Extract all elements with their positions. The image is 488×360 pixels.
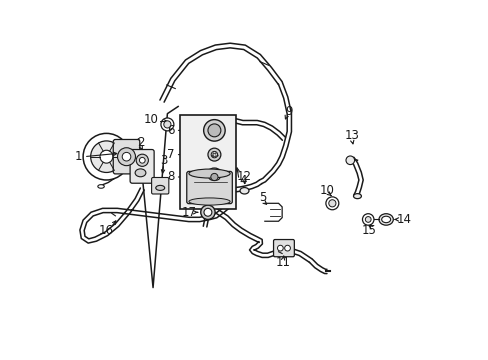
Ellipse shape — [98, 185, 104, 188]
Ellipse shape — [155, 185, 164, 190]
Ellipse shape — [381, 216, 390, 223]
Ellipse shape — [188, 169, 230, 178]
Text: 13: 13 — [344, 129, 359, 142]
FancyBboxPatch shape — [151, 177, 168, 194]
Text: 10: 10 — [143, 113, 159, 126]
Ellipse shape — [353, 194, 361, 199]
Ellipse shape — [240, 188, 248, 194]
Circle shape — [90, 141, 122, 172]
FancyBboxPatch shape — [130, 149, 154, 183]
Circle shape — [284, 245, 290, 251]
Text: 9: 9 — [285, 105, 292, 118]
Text: 3: 3 — [160, 154, 167, 167]
Circle shape — [277, 245, 283, 251]
Circle shape — [139, 157, 145, 163]
FancyBboxPatch shape — [180, 116, 235, 209]
Text: 15: 15 — [361, 224, 376, 237]
Text: 14: 14 — [396, 213, 411, 226]
Text: 16: 16 — [99, 224, 114, 237]
Ellipse shape — [378, 214, 392, 225]
FancyBboxPatch shape — [273, 239, 294, 257]
Circle shape — [136, 154, 148, 166]
Text: 7: 7 — [167, 148, 174, 161]
Circle shape — [100, 150, 113, 163]
Circle shape — [346, 156, 354, 165]
Text: 4: 4 — [239, 174, 246, 186]
Circle shape — [365, 217, 370, 222]
Circle shape — [211, 152, 217, 158]
Text: 6: 6 — [167, 124, 174, 137]
Text: 5: 5 — [258, 192, 265, 204]
Circle shape — [161, 118, 174, 131]
Text: 10: 10 — [319, 184, 334, 197]
FancyBboxPatch shape — [113, 139, 140, 174]
Text: 1: 1 — [75, 150, 82, 163]
Ellipse shape — [135, 169, 145, 177]
Text: 12: 12 — [237, 170, 251, 183]
Circle shape — [210, 174, 218, 181]
Circle shape — [83, 134, 129, 180]
Text: 17: 17 — [181, 206, 196, 219]
Circle shape — [362, 214, 373, 225]
Circle shape — [203, 208, 211, 216]
Circle shape — [207, 124, 221, 137]
Circle shape — [328, 200, 335, 207]
Circle shape — [117, 148, 135, 166]
Circle shape — [325, 197, 338, 210]
Circle shape — [201, 205, 215, 220]
FancyBboxPatch shape — [186, 171, 232, 204]
Circle shape — [163, 121, 171, 128]
Circle shape — [207, 148, 221, 161]
Ellipse shape — [188, 198, 230, 205]
Circle shape — [205, 168, 223, 186]
Text: 2: 2 — [137, 136, 144, 149]
Circle shape — [203, 120, 224, 141]
Circle shape — [122, 152, 131, 161]
Text: 8: 8 — [167, 171, 174, 184]
Text: 11: 11 — [275, 256, 290, 269]
